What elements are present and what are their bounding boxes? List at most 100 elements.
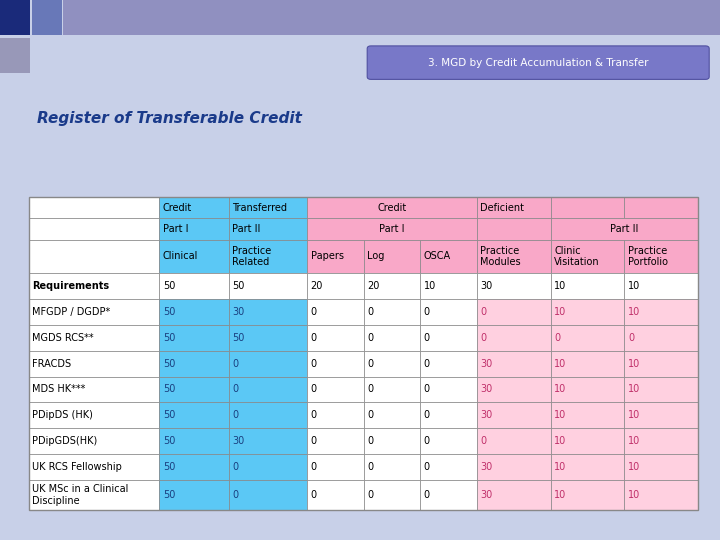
Bar [364,240,420,273]
Text: 30: 30 [480,410,492,420]
Text: PDipGDS(HK): PDipGDS(HK) [32,436,98,446]
Bar [624,240,698,273]
Text: UK RCS Fellowship: UK RCS Fellowship [32,462,122,472]
Bar [364,402,420,428]
Text: Requirements: Requirements [32,281,109,291]
Bar [624,350,698,376]
Bar [29,428,159,454]
Bar [477,350,551,376]
Text: 0: 0 [367,307,374,317]
Bar [229,299,307,325]
Text: 0: 0 [233,410,238,420]
Bar [364,350,420,376]
Bar [29,350,159,376]
Bar [364,480,420,510]
Text: 10: 10 [628,307,640,317]
Text: 10: 10 [554,307,567,317]
Text: 0: 0 [424,436,430,446]
Text: 50: 50 [163,410,175,420]
Bar [624,325,698,350]
Text: 0: 0 [367,359,374,369]
Text: 0: 0 [310,490,317,500]
Bar [477,402,551,428]
Bar [307,299,364,325]
Text: 10: 10 [554,410,567,420]
Text: 0: 0 [310,333,317,343]
Bar [624,197,698,218]
Text: 0: 0 [367,410,374,420]
Bar [29,197,698,510]
Bar [307,428,364,454]
Bar [29,299,159,325]
Bar [364,273,420,299]
Bar [0,0,30,35]
Bar [551,325,624,350]
Text: 10: 10 [628,384,640,394]
Text: 50: 50 [163,307,175,317]
Bar [229,480,307,510]
Text: Practice
Related: Practice Related [233,246,271,267]
FancyBboxPatch shape [367,46,709,79]
Text: 0: 0 [424,410,430,420]
Bar [32,0,62,35]
Text: 30: 30 [480,462,492,472]
Bar [307,273,364,299]
Bar [307,240,364,273]
Text: 0: 0 [367,490,374,500]
Bar [624,273,698,299]
Bar [551,480,624,510]
Bar [29,454,159,480]
Bar [551,376,624,402]
Text: 10: 10 [554,359,567,369]
Bar [229,273,307,299]
Text: 30: 30 [233,436,245,446]
Text: 10: 10 [628,410,640,420]
Text: Register of Transferable Credit: Register of Transferable Credit [37,111,302,126]
Text: 0: 0 [310,410,317,420]
Bar [477,218,551,240]
Bar [551,197,624,218]
Bar [159,325,229,350]
Text: Deficient: Deficient [480,202,524,213]
Text: 20: 20 [310,281,323,291]
Bar [29,325,159,350]
Text: 0: 0 [424,307,430,317]
Text: 0: 0 [367,436,374,446]
Bar [624,480,698,510]
Text: 0: 0 [554,333,560,343]
Bar [420,376,477,402]
Text: OSCA: OSCA [424,252,451,261]
Text: 30: 30 [480,384,492,394]
Text: 30: 30 [233,307,245,317]
Bar [624,299,698,325]
Text: 0: 0 [233,462,238,472]
Bar [477,428,551,454]
Bar [477,240,551,273]
Text: 0: 0 [424,384,430,394]
Bar [624,454,698,480]
Bar [229,428,307,454]
Text: 0: 0 [367,333,374,343]
Bar [477,454,551,480]
Text: 0: 0 [233,359,238,369]
Text: 10: 10 [554,490,567,500]
Text: Clinic
Visitation: Clinic Visitation [554,246,600,267]
Text: 0: 0 [424,333,430,343]
Bar [159,218,229,240]
Text: 10: 10 [628,359,640,369]
Bar [420,299,477,325]
Text: Part I: Part I [379,224,405,234]
Bar [229,218,307,240]
Bar [159,376,229,402]
Bar [624,376,698,402]
Bar [29,218,159,240]
Bar [420,402,477,428]
Text: Part I: Part I [163,224,189,234]
Bar [29,197,159,218]
Bar [364,376,420,402]
Bar [551,454,624,480]
Text: Practice
Portfolio: Practice Portfolio [628,246,668,267]
Bar [307,480,364,510]
Bar [29,402,159,428]
Text: 50: 50 [163,462,175,472]
